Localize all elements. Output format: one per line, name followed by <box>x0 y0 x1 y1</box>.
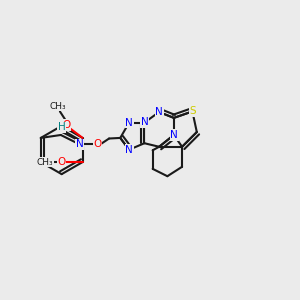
Text: N: N <box>170 130 178 140</box>
Text: N: N <box>141 117 148 127</box>
Text: O: O <box>58 157 66 167</box>
Text: N: N <box>125 118 133 128</box>
Text: CH₃: CH₃ <box>49 102 66 111</box>
Text: N: N <box>76 140 84 149</box>
Text: N: N <box>155 107 163 117</box>
Text: O: O <box>62 120 70 130</box>
Text: CH₃: CH₃ <box>37 158 53 166</box>
Text: H: H <box>58 122 65 132</box>
Text: S: S <box>189 106 196 116</box>
Text: O: O <box>93 139 101 149</box>
Text: N: N <box>125 145 133 155</box>
